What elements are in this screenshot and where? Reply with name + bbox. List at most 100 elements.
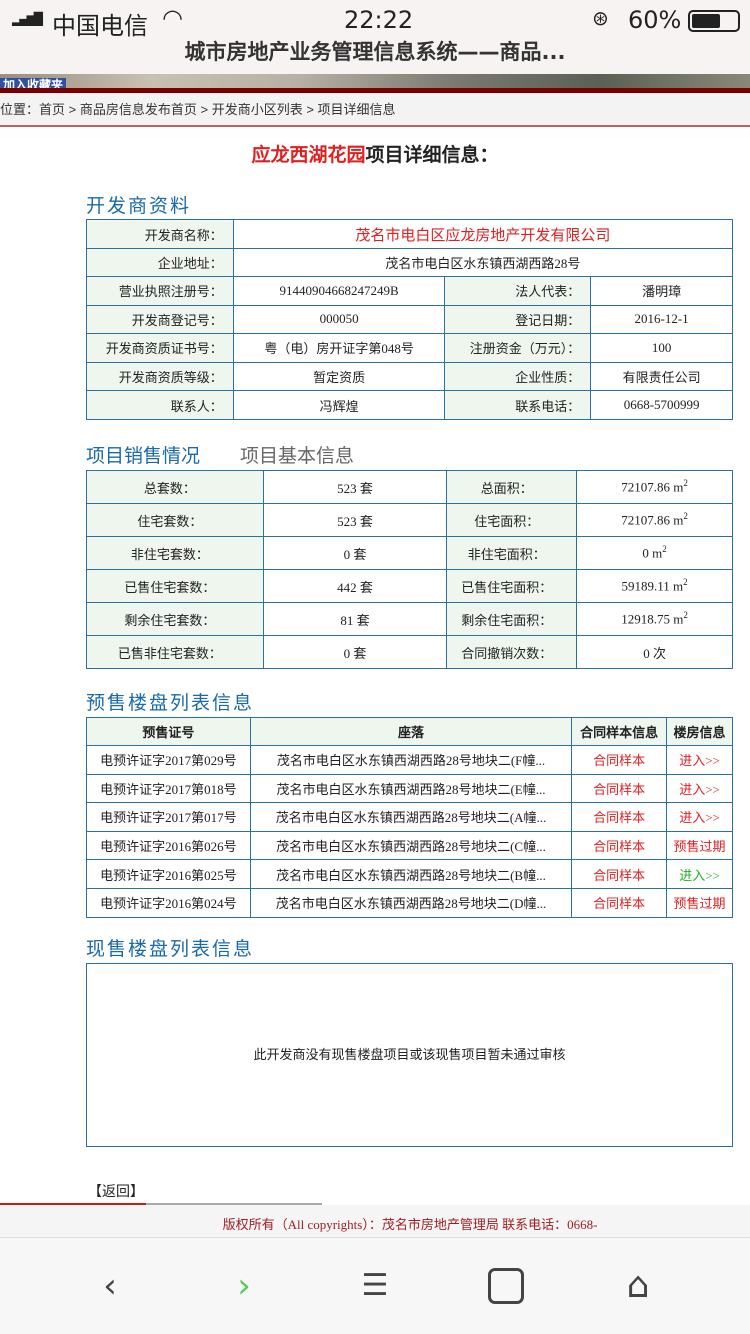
location: 茂名市电白区水东镇西湖西路28号地块二(C幢... bbox=[249, 830, 573, 861]
table-row: 电预许证字2017第029号 茂名市电白区水东镇西湖西路28号地块二(F幢... 合… bbox=[86, 745, 733, 775]
value: 523 套 bbox=[262, 503, 448, 537]
carrier: 中国电信 bbox=[52, 12, 148, 40]
label: 开发商资质证书号： bbox=[86, 333, 234, 363]
developer-address: 茂名市电白区水东镇西湖西路28号 bbox=[232, 248, 734, 277]
building-info-link[interactable]: 进入>> bbox=[666, 773, 733, 804]
location: 茂名市电白区水东镇西湖西路28号地块二(E幢... bbox=[249, 773, 573, 804]
contract-sample-link[interactable]: 合同样本 bbox=[571, 773, 668, 804]
column-header: 预售证号 bbox=[86, 717, 251, 746]
table-row: 开发商登记号： 000050 登记日期： 2016-12-1 bbox=[86, 304, 733, 335]
footer: 版权所有（All copyrights）：茂名市房地产管理局 联系电话：0668… bbox=[0, 1205, 750, 1237]
presale-table: 预售证号 座落 合同样本信息 楼房信息 电预许证字2017第029号 茂名市电白区水东镇… bbox=[86, 717, 733, 918]
label: 联系人： bbox=[86, 390, 234, 420]
table-row: 电预许证字2016第025号 茂名市电白区水东镇西湖西路28号地块二(B幢... 合… bbox=[86, 859, 733, 889]
back-icon[interactable]: ‹ bbox=[103, 1266, 117, 1306]
sales-table: 总套数： 523 套总面积： 72107.86 m2 住宅套数： 523 套住宅面积： 7… bbox=[86, 470, 733, 669]
label: 总面积： bbox=[446, 470, 578, 504]
presale-cert: 电预许证字2017第018号 bbox=[86, 773, 251, 804]
clock: 22:22 bbox=[344, 6, 414, 34]
label: 合同撤销次数： bbox=[446, 635, 578, 669]
label: 非住宅套数： bbox=[86, 536, 264, 570]
label: 住宅套数： bbox=[86, 503, 264, 537]
home-icon[interactable]: ⌂ bbox=[626, 1265, 650, 1306]
contract-sample-link[interactable]: 合同样本 bbox=[571, 830, 668, 861]
label: 法人代表： bbox=[444, 276, 592, 306]
label: 营业执照注册号： bbox=[86, 276, 234, 306]
tabs-icon[interactable] bbox=[488, 1268, 524, 1304]
breadcrumb-developer-list[interactable]: 开发商小区列表 bbox=[211, 102, 303, 117]
value: 冯辉煌 bbox=[232, 390, 446, 420]
breadcrumb-home[interactable]: 首页 bbox=[39, 102, 66, 117]
contract-sample-link[interactable]: 合同样本 bbox=[571, 887, 668, 918]
label: 企业性质： bbox=[444, 361, 592, 392]
value: 0 套 bbox=[262, 536, 448, 570]
value: 523 套 bbox=[262, 470, 448, 504]
divider bbox=[146, 1203, 322, 1205]
building-info-link[interactable]: 进入>> bbox=[666, 859, 733, 889]
breadcrumb-presale-home[interactable]: 商品房信息发布首页 bbox=[79, 102, 197, 117]
area-value: 0 次 bbox=[643, 645, 666, 661]
battery-icon bbox=[688, 10, 740, 32]
tab-sales[interactable]: 项目销售情况 bbox=[86, 445, 201, 467]
building-info-link[interactable]: 预售过期 bbox=[666, 887, 733, 918]
label: 总套数： bbox=[86, 470, 264, 504]
contract-sample-link[interactable]: 合同样本 bbox=[571, 859, 668, 889]
divider bbox=[0, 1203, 146, 1205]
column-header: 合同样本信息 bbox=[571, 717, 668, 746]
value: 72107.86 m2 bbox=[576, 470, 733, 504]
building-info-link[interactable]: 预售过期 bbox=[666, 830, 733, 861]
forward-icon[interactable]: › bbox=[237, 1266, 251, 1306]
table-row: 电预许证字2017第017号 茂名市电白区水东镇西湖西路28号地块二(A幢... 合… bbox=[86, 802, 733, 832]
value: 暂定资质 bbox=[232, 361, 446, 392]
project-heading: 应龙西湖花园项目详细信息： bbox=[0, 140, 750, 167]
browser-toolbar: ‹ › ☰ ⌂ bbox=[0, 1237, 750, 1334]
site-banner: 加入收藏夹 bbox=[0, 74, 750, 92]
column-header: 楼房信息 bbox=[666, 717, 733, 746]
label: 开发商登记号： bbox=[86, 304, 234, 335]
label: 联系电话： bbox=[444, 390, 592, 420]
label: 剩余住宅套数： bbox=[86, 602, 264, 636]
presale-section-title: 预售楼盘列表信息 bbox=[86, 692, 255, 714]
value: 0 次 bbox=[576, 635, 733, 669]
value: 59189.11 m2 bbox=[576, 569, 733, 603]
area-value: 72107.86 m bbox=[621, 479, 684, 495]
building-info-link[interactable]: 进入>> bbox=[666, 745, 733, 775]
location: 茂名市电白区水东镇西湖西路28号地块二(F幢... bbox=[249, 745, 573, 775]
label: 企业地址： bbox=[86, 248, 234, 277]
value: 91440904668247249B bbox=[232, 276, 446, 306]
presale-cert: 电预许证字2016第025号 bbox=[86, 859, 251, 889]
building-info-link[interactable]: 进入>> bbox=[666, 802, 733, 832]
area-value: 0 m bbox=[642, 545, 663, 561]
table-row: 营业执照注册号： 91440904668247249B 法人代表： 潘明璋 bbox=[86, 276, 733, 306]
unit-exponent: 2 bbox=[683, 610, 688, 621]
breadcrumb: 位置：首页 > 商品房信息发布首页 > 开发商小区列表 > 项目详细信息 bbox=[0, 93, 750, 127]
status-bar: ▂▄▆█ 中国电信 ◠ 22:22 ⊛ 60% bbox=[0, 0, 750, 40]
table-row: 电预许证字2016第024号 茂名市电白区水东镇西湖西路28号地块二(D幢... 合… bbox=[86, 887, 733, 918]
menu-icon[interactable]: ☰ bbox=[361, 1268, 389, 1303]
label: 剩余住宅面积： bbox=[446, 602, 578, 636]
area-value: 72107.86 m bbox=[621, 512, 684, 528]
table-row: 剩余住宅套数： 81 套剩余住宅面积： 12918.75 m2 bbox=[86, 602, 733, 636]
heading-suffix: 项目详细信息： bbox=[365, 144, 499, 166]
signal-icon: ▂▄▆█ bbox=[12, 12, 43, 26]
table-row: 已售住宅套数： 442 套已售住宅面积： 59189.11 m2 bbox=[86, 569, 733, 603]
table-row: 已售非住宅套数： 0 套合同撤销次数： 0 次 bbox=[86, 635, 733, 669]
contract-sample-link[interactable]: 合同样本 bbox=[571, 745, 668, 775]
breadcrumb-current: 项目详细信息 bbox=[317, 102, 396, 117]
divider bbox=[0, 88, 750, 93]
back-link[interactable]: 【返回】 bbox=[88, 1184, 144, 1200]
table-row: 住宅套数： 523 套住宅面积： 72107.86 m2 bbox=[86, 503, 733, 537]
label: 住宅面积： bbox=[446, 503, 578, 537]
presale-cert: 电预许证字2017第017号 bbox=[86, 802, 251, 832]
breadcrumb-prefix: 位置： bbox=[0, 102, 40, 117]
tab-basic-info[interactable]: 项目基本信息 bbox=[240, 445, 355, 467]
battery-percent: 60% bbox=[628, 6, 682, 34]
location: 茂名市电白区水东镇西湖西路28号地块二(B幢... bbox=[249, 859, 573, 889]
value: 粤（电）房开证字第048号 bbox=[232, 333, 446, 363]
table-row: 电预许证字2016第026号 茂名市电白区水东镇西湖西路28号地块二(C幢... 合… bbox=[86, 830, 733, 861]
project-name: 应龙西湖花园 bbox=[251, 144, 366, 166]
value: 12918.75 m2 bbox=[576, 602, 733, 636]
presale-cert: 电预许证字2016第026号 bbox=[86, 830, 251, 861]
contract-sample-link[interactable]: 合同样本 bbox=[571, 802, 668, 832]
presale-cert: 电预许证字2016第024号 bbox=[86, 887, 251, 918]
